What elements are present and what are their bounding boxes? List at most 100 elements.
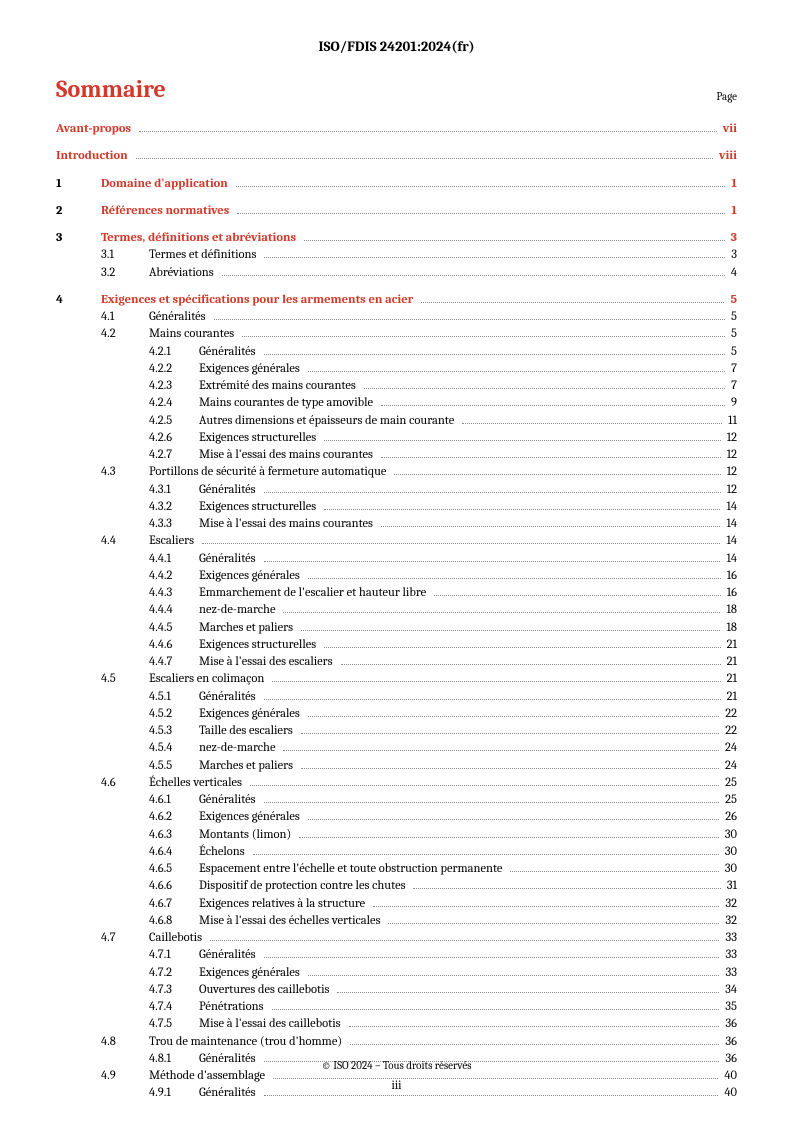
toc-entry[interactable]: 4.4.5Marches et paliers18	[56, 620, 737, 637]
toc-entry-text: nez-de-marche	[199, 602, 279, 619]
toc-entry-text: Généralités	[149, 309, 210, 326]
toc-entry[interactable]: 4.4Escaliers14	[56, 533, 737, 550]
toc-entry-text: Marches et paliers	[199, 620, 297, 637]
toc-leader	[237, 213, 725, 214]
toc-entry[interactable]: 4.7.4Pénétrations35	[56, 999, 737, 1016]
toc-entry-page: 1	[729, 176, 737, 193]
toc-entry-text: Exigences structurelles	[199, 637, 320, 654]
toc-entry[interactable]: 4.2.7Mise à l'essai des mains courantes1…	[56, 447, 737, 464]
toc-entry[interactable]: 4.7.5Mise à l'essai des caillebotis36	[56, 1016, 737, 1033]
toc-leader	[510, 871, 718, 872]
toc-entry[interactable]: Introductionviii	[56, 148, 737, 165]
toc-entry-page: 24	[723, 758, 737, 775]
toc-entry-page: 35	[723, 999, 737, 1016]
toc-entry[interactable]: 4.2Mains courantes5	[56, 326, 737, 343]
toc-leader	[381, 405, 725, 406]
toc-entry[interactable]: 4.2.6Exigences structurelles12	[56, 430, 737, 447]
toc-entry[interactable]: 4.4.7Mise à l'essai des escaliers21	[56, 654, 737, 671]
toc-entry-text: Références normatives	[101, 203, 233, 220]
toc-leader	[253, 854, 719, 855]
toc-entry-number: 1	[56, 176, 101, 193]
toc-leader	[381, 457, 721, 458]
toc-entry[interactable]: 4.3.2Exigences structurelles14	[56, 499, 737, 516]
toc-entry-page: 11	[726, 413, 737, 430]
toc-entry[interactable]: 4.6.6Dispositif de protection contre les…	[56, 878, 737, 895]
toc-entry[interactable]: 4.4.6Exigences structurelles21	[56, 637, 737, 654]
toc-entry-number: 4.2.4	[149, 395, 199, 412]
toc-entry-text: Escaliers en colimaçon	[149, 671, 268, 688]
toc-entry[interactable]: 4.6.7Exigences relatives à la structure3…	[56, 896, 737, 913]
toc-entry-number: 4.3.3	[149, 516, 199, 533]
toc-entry-number: 4.4.1	[149, 551, 199, 568]
toc-entry[interactable]: 3Termes, définitions et abréviations3	[56, 230, 737, 247]
toc-entry-number: 4.6.1	[149, 792, 199, 809]
toc-leader	[283, 612, 720, 613]
toc-leader	[341, 664, 721, 665]
toc-entry[interactable]: Avant-proposvii	[56, 121, 737, 138]
toc-leader	[250, 785, 719, 786]
toc-entry[interactable]: 4.3Portillons de sécurité à fermeture au…	[56, 464, 737, 481]
toc-entry[interactable]: 4.4.4nez-de-marche18	[56, 602, 737, 619]
toc-entry-number: 3.2	[101, 265, 149, 282]
toc-entry[interactable]: 4.8Trou de maintenance (trou d'homme)36	[56, 1034, 737, 1051]
toc-entry-text: Termes et définitions	[149, 247, 260, 264]
toc-entry-number: 4.2.3	[149, 378, 199, 395]
toc-entry[interactable]: 4.4.3Emmarchement de l'escalier et haute…	[56, 585, 737, 602]
toc-entry[interactable]: 4.6.2Exigences générales26	[56, 809, 737, 826]
toc-entry[interactable]: 4.2.3Extrémité des mains courantes7	[56, 378, 737, 395]
toc-entry[interactable]: 4.6.3Montants (limon)30	[56, 827, 737, 844]
toc-entry[interactable]: 4.5.5Marches et paliers24	[56, 758, 737, 775]
toc-entry[interactable]: 4.7.3Ouvertures des caillebotis34	[56, 982, 737, 999]
toc-entry-text: Caillebotis	[149, 930, 206, 947]
toc-entry-text: Généralités	[199, 344, 260, 361]
toc-entry[interactable]: 4.1Généralités5	[56, 309, 737, 326]
toc-entry[interactable]: 4.5.2Exigences générales22	[56, 706, 737, 723]
toc-entry-text: nez-de-marche	[199, 740, 279, 757]
toc-entry-page: 26	[723, 809, 737, 826]
toc-entry[interactable]: 4.6.4Échelons30	[56, 844, 737, 861]
toc-entry-page: 14	[724, 516, 737, 533]
toc-entry[interactable]: 4.6.1Généralités25	[56, 792, 737, 809]
toc-entry[interactable]: 3.1Termes et définitions3	[56, 247, 737, 264]
toc-entry-text: Exigences structurelles	[199, 430, 320, 447]
toc-entry[interactable]: 4.5.4nez-de-marche24	[56, 740, 737, 757]
toc-entry-page: 21	[725, 654, 737, 671]
page-footer: © ISO 2024 – Tous droits réservés iii	[0, 1059, 793, 1092]
toc-entry[interactable]: 4.7.2Exigences générales33	[56, 965, 737, 982]
toc-entry-text: Mise à l'essai des mains courantes	[199, 516, 377, 533]
toc-entry[interactable]: 4.3.3Mise à l'essai des mains courantes 1…	[56, 516, 737, 533]
toc-entry[interactable]: 4.2.5Autres dimensions et épaisseurs de …	[56, 413, 737, 430]
toc-entry-number: 4.6.4	[149, 844, 199, 861]
toc-entry[interactable]: 4.6.8Mise à l'essai des échelles vertica…	[56, 913, 737, 930]
toc-entry[interactable]: 4.3.1Généralités12	[56, 482, 737, 499]
toc-entry-number: 4.7.1	[149, 947, 199, 964]
toc-entry-page: 16	[725, 585, 737, 602]
toc-leader	[272, 1009, 720, 1010]
toc-entry-page: 36	[723, 1034, 737, 1051]
toc-entry[interactable]: 4.7Caillebotis33	[56, 930, 737, 947]
toc-entry[interactable]: 4Exigences et spécifications pour les ar…	[56, 292, 737, 309]
toc-entry-number: 4.3	[101, 464, 149, 481]
toc-entry[interactable]: 4.5Escaliers en colimaçon21	[56, 671, 737, 688]
toc-leader	[350, 1044, 719, 1045]
toc-entry-number: 4.7.5	[149, 1016, 199, 1033]
toc-entry[interactable]: 4.2.2Exigences générales7	[56, 361, 737, 378]
toc-entry-page: 21	[725, 689, 737, 706]
toc-entry[interactable]: 4.5.1Généralités21	[56, 689, 737, 706]
toc-entry[interactable]: 4.5.3Taille des escaliers22	[56, 723, 737, 740]
toc-entry-text: Ouvertures des caillebotis	[199, 982, 333, 999]
toc-entry[interactable]: 4.4.2Exigences générales16	[56, 568, 737, 585]
toc-entry-text: Avant-propos	[56, 121, 135, 138]
toc-entry[interactable]: 4.6Échelles verticales25	[56, 775, 737, 792]
toc-entry[interactable]: 4.6.5Espacement entre l'échelle et toute…	[56, 861, 737, 878]
toc-entry[interactable]: 1Domaine d'application1	[56, 176, 737, 193]
toc-entry-number: 4.6.2	[149, 809, 199, 826]
toc-leader	[364, 388, 725, 389]
toc-entry[interactable]: 4.7.1Généralités33	[56, 947, 737, 964]
toc-entry[interactable]: 4.4.1Généralités14	[56, 551, 737, 568]
toc-entry[interactable]: 4.2.4Mains courantes de type amovible9	[56, 395, 737, 412]
toc-entry[interactable]: 4.2.1Généralités5	[56, 344, 737, 361]
toc-entry[interactable]: 3.2Abréviations4	[56, 265, 737, 282]
toc-entry-page: 30	[723, 844, 737, 861]
toc-entry[interactable]: 2Références normatives1	[56, 203, 737, 220]
